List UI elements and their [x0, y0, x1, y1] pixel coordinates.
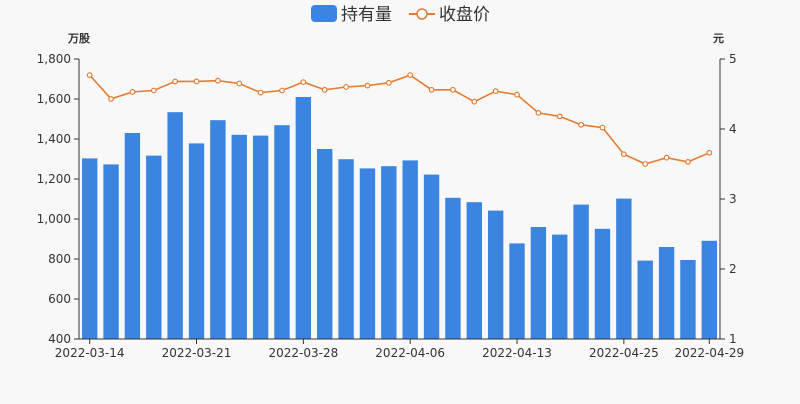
close-price-point[interactable]: [407, 72, 414, 78]
close-price-point[interactable]: [471, 98, 478, 105]
close-price-point[interactable]: [129, 88, 136, 95]
holdings-bar[interactable]: [338, 159, 354, 339]
close-price-point[interactable]: [193, 78, 200, 85]
holdings-bar[interactable]: [701, 240, 718, 339]
legend-line-marker[interactable]: [416, 8, 428, 20]
holdings-bar[interactable]: [381, 166, 397, 339]
x-tick-label: 2022-04-06: [375, 346, 445, 360]
x-tick-label: 2022-03-21: [162, 346, 232, 360]
holdings-bar[interactable]: [509, 243, 525, 339]
close-price-point[interactable]: [663, 154, 670, 161]
holdings-bar[interactable]: [124, 133, 141, 339]
close-price-point[interactable]: [150, 87, 157, 94]
axes: [78, 59, 721, 340]
close-price-point[interactable]: [300, 79, 307, 85]
holdings-bar[interactable]: [594, 228, 611, 339]
x-tick-label: 2022-04-29: [674, 346, 744, 360]
right-tick-label: 1: [729, 332, 737, 346]
close-price-point[interactable]: [108, 95, 114, 102]
close-price-point[interactable]: [492, 88, 499, 95]
holdings-bar[interactable]: [252, 135, 269, 339]
holdings-bar[interactable]: [231, 134, 247, 339]
close-price-point[interactable]: [514, 91, 520, 98]
holdings-bar[interactable]: [637, 260, 653, 339]
holdings-bar[interactable]: [402, 160, 418, 339]
holdings-bar[interactable]: [658, 247, 675, 339]
right-tick-label: 3: [729, 192, 737, 206]
right-tick-label: 4: [729, 122, 737, 136]
left-tick-label: 1,400: [37, 132, 71, 146]
holdings-bar[interactable]: [81, 158, 98, 339]
holdings-bar[interactable]: [188, 143, 205, 339]
legend-label-holdings[interactable]: 持有量: [341, 5, 392, 25]
holdings-bar[interactable]: [146, 155, 162, 339]
left-tick-label: 600: [48, 292, 71, 306]
legend: 持有量 收盘价: [311, 5, 490, 25]
holdings-bar[interactable]: [295, 97, 312, 339]
left-tick-label: 1,000: [37, 212, 71, 226]
close-price-point[interactable]: [236, 80, 243, 87]
left-tick-label: 1,200: [37, 172, 71, 186]
x-tick-label: 2022-04-13: [482, 346, 552, 360]
holdings-bar[interactable]: [423, 174, 440, 339]
holdings-bar[interactable]: [573, 204, 589, 339]
holdings-bar[interactable]: [167, 112, 183, 339]
close-price-point[interactable]: [535, 109, 542, 116]
holdings-bar[interactable]: [210, 120, 226, 339]
holdings-bar[interactable]: [680, 260, 696, 339]
close-price-point[interactable]: [642, 161, 649, 167]
close-price-point[interactable]: [214, 77, 221, 84]
close-price-line: [86, 72, 713, 167]
close-price-point[interactable]: [428, 86, 435, 93]
close-price-point[interactable]: [364, 82, 371, 89]
close-price-point[interactable]: [578, 121, 585, 128]
holdings-bar[interactable]: [274, 125, 290, 339]
right-tick-label: 2: [729, 262, 737, 276]
left-tick-label: 1,800: [37, 52, 71, 66]
holdings-bar[interactable]: [445, 197, 461, 339]
close-price-point[interactable]: [257, 89, 264, 96]
close-price-point[interactable]: [321, 86, 328, 93]
x-tick-label: 2022-03-28: [268, 346, 338, 360]
holdings-bar[interactable]: [616, 198, 632, 339]
close-price-point[interactable]: [685, 158, 691, 165]
right-axis-ticks: 1 2 3 4 5: [720, 52, 737, 346]
left-tick-label: 400: [48, 332, 71, 346]
legend-bar-swatch[interactable]: [311, 5, 337, 22]
right-tick-label: 5: [729, 52, 737, 66]
close-price-point[interactable]: [706, 149, 713, 156]
close-price-point[interactable]: [279, 87, 285, 94]
left-tick-label: 1,600: [37, 92, 71, 106]
close-price-point[interactable]: [620, 151, 627, 158]
holdings-bar[interactable]: [530, 227, 547, 339]
holdings-bar[interactable]: [317, 149, 333, 339]
left-tick-label: 800: [48, 252, 71, 266]
holdings-bar[interactable]: [552, 234, 568, 339]
x-tick-label: 2022-03-14: [55, 346, 125, 360]
close-price-point[interactable]: [172, 78, 179, 85]
close-price-polyline: [89, 74, 710, 165]
x-axis-ticks: 2022-03-14 2022-03-21 2022-03-28 2022-04-06…: [55, 339, 744, 360]
right-axis-unit: 元: [713, 32, 724, 45]
left-axis-ticks: 400 600 800 1,000 1,200 1,400 1,600 1,800: [37, 52, 79, 346]
close-price-point[interactable]: [599, 124, 606, 131]
holdings-bar[interactable]: [487, 210, 504, 339]
close-price-point[interactable]: [86, 72, 93, 78]
holdings-bars: [81, 97, 718, 339]
close-price-point[interactable]: [343, 84, 349, 90]
close-price-point[interactable]: [450, 86, 456, 93]
left-axis-unit: 万股: [67, 32, 91, 45]
legend-label-close-price[interactable]: 收盘价: [439, 5, 490, 25]
holdings-bar[interactable]: [359, 168, 376, 339]
x-tick-label: 2022-04-25: [589, 346, 659, 360]
close-price-point[interactable]: [556, 113, 563, 120]
holdings-bar[interactable]: [103, 164, 119, 339]
holdings-bar[interactable]: [466, 202, 482, 339]
close-price-point[interactable]: [385, 79, 392, 86]
